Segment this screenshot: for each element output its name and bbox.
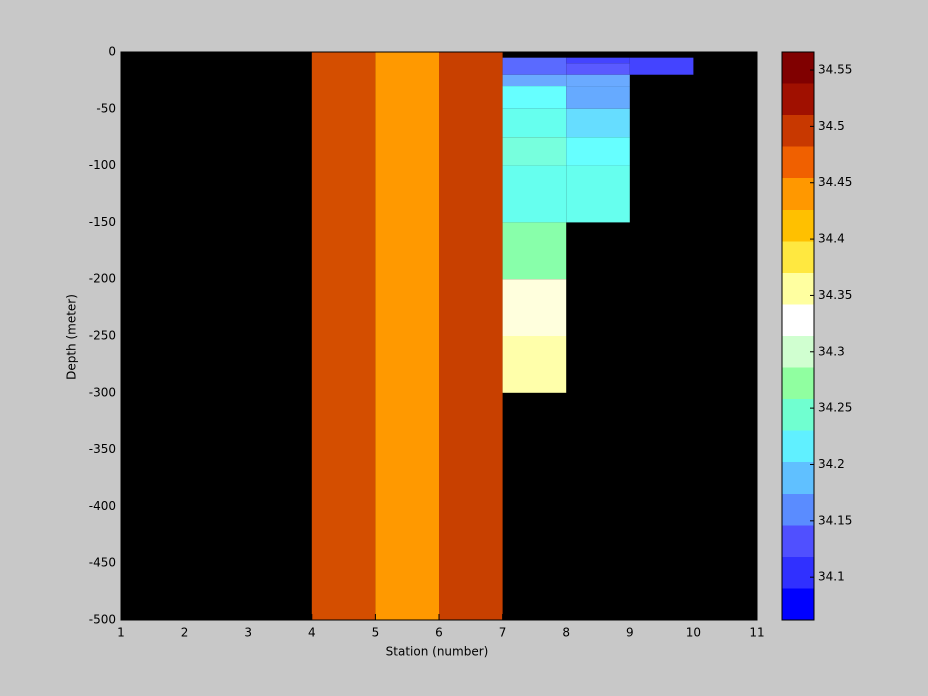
- colorbar-tick-label: 34.35: [818, 288, 852, 302]
- heatmap-cell: [566, 165, 630, 223]
- heatmap-cell: [502, 57, 567, 75]
- x-tick-label: 5: [372, 626, 380, 640]
- heatmap-cell: [439, 52, 503, 620]
- heatmap-cell: [502, 86, 567, 109]
- colorbar-tick-label: 34.25: [818, 401, 852, 415]
- heatmap-cell: [629, 57, 694, 75]
- heatmap-cell: [311, 52, 376, 620]
- x-tick-label: 4: [308, 626, 316, 640]
- y-tick-label: -400: [89, 499, 116, 513]
- y-tick-label: -300: [89, 385, 116, 399]
- heatmap-cell: [566, 63, 630, 75]
- y-tick-label: 0: [108, 45, 116, 59]
- colorbar-tick-label: 34.55: [818, 63, 852, 77]
- x-tick-label: 2: [181, 626, 189, 640]
- colorbar: [781, 51, 815, 621]
- heatmap-cell: [375, 52, 439, 620]
- heatmap-cell: [566, 86, 630, 109]
- colorbar-tick-label: 34.3: [818, 344, 845, 358]
- heatmap-cell: [502, 165, 567, 223]
- x-tick-label: 1: [117, 626, 125, 640]
- colorbar-tick-label: 34.15: [818, 513, 852, 527]
- heatmap-cell: [566, 57, 630, 64]
- colorbar-tick-label: 34.4: [818, 232, 845, 246]
- x-tick-label: 7: [499, 626, 507, 640]
- x-tick-label: 8: [562, 626, 570, 640]
- heatmap-cell: [566, 108, 630, 138]
- heatmap-cell: [502, 137, 567, 166]
- y-tick-label: -150: [89, 215, 116, 229]
- colorbar-tick-label: 34.5: [818, 119, 845, 133]
- y-axis-label: Depth (meter): [65, 294, 79, 380]
- y-tick-label: -250: [89, 329, 116, 343]
- x-tick-label: 11: [749, 626, 764, 640]
- x-tick-label: 3: [244, 626, 252, 640]
- colorbar-tick-label: 34.45: [818, 175, 852, 189]
- y-tick-label: -350: [89, 442, 116, 456]
- heatmap-cell: [502, 279, 567, 336]
- y-tick-label: -100: [89, 158, 116, 172]
- x-tick-label: 9: [626, 626, 634, 640]
- heatmap-cell: [566, 137, 630, 166]
- colorbar-tick-label: 34.2: [818, 457, 845, 471]
- y-tick-label: -50: [96, 101, 116, 115]
- x-tick-label: 6: [435, 626, 443, 640]
- x-tick-label: 10: [686, 626, 701, 640]
- colorbar-tick-label: 34.1: [818, 570, 845, 584]
- y-tick-label: -450: [89, 556, 116, 570]
- heatmap-cell: [502, 336, 567, 393]
- heatmap-cell: [502, 222, 567, 280]
- heatmap-cell: [566, 74, 630, 87]
- y-tick-label: -200: [89, 272, 116, 286]
- y-tick-label: -500: [89, 613, 116, 627]
- heatmap-cell: [502, 74, 567, 87]
- x-axis-label: Station (number): [386, 645, 489, 659]
- heatmap-cell: [502, 108, 567, 138]
